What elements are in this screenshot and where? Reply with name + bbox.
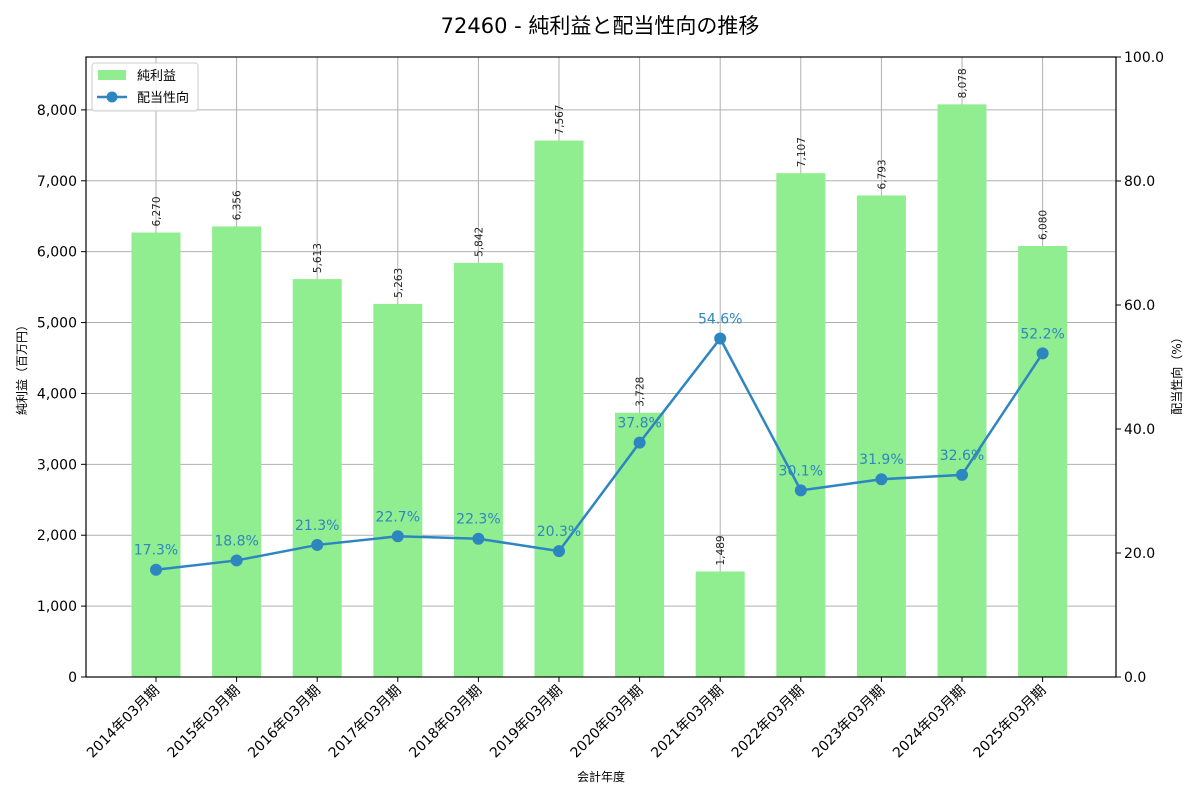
y-tick-label: 0 bbox=[68, 670, 77, 686]
legend-marker-icon bbox=[106, 91, 118, 103]
bar-value-labels: 6,270 6,356 5,613 5,263 5,842 7,567 3,728 1,489… bbox=[151, 68, 1050, 565]
x-tick-label: 2020年03月期 bbox=[568, 683, 647, 762]
bar bbox=[453, 262, 503, 677]
y-tick-label: 2,000 bbox=[37, 528, 77, 544]
right-y-axis: 0.0 20.0 40.0 60.0 80.0 100.0 bbox=[1116, 50, 1164, 686]
y2-tick-label: 40.0 bbox=[1124, 422, 1155, 438]
x-tick-label: 2015年03月期 bbox=[165, 683, 244, 762]
left-y-axis: 0 1,000 2,000 3,000 4,000 5,000 6,000 7,000 8,00… bbox=[37, 103, 86, 686]
line-value-label: 30.1% bbox=[779, 463, 823, 479]
y-tick-label: 6,000 bbox=[37, 245, 77, 261]
y2-tick-label: 20.0 bbox=[1124, 546, 1155, 562]
line-marker bbox=[472, 532, 485, 545]
line-marker bbox=[311, 538, 324, 551]
y2-tick-label: 100.0 bbox=[1124, 50, 1164, 66]
x-tick-label: 2023年03月期 bbox=[809, 683, 888, 762]
x-tick-label: 2024年03月期 bbox=[890, 683, 969, 762]
x-axis-label: 会計年度 bbox=[577, 769, 625, 784]
bar bbox=[695, 571, 745, 677]
line-value-label: 22.7% bbox=[376, 509, 420, 525]
x-tick-label: 2021年03月期 bbox=[648, 683, 727, 762]
line-marker bbox=[633, 436, 646, 449]
line-marker bbox=[230, 554, 243, 567]
bar-value-label: 5,842 bbox=[473, 227, 485, 257]
line-value-label: 18.8% bbox=[214, 533, 258, 549]
line-marker bbox=[150, 563, 162, 576]
y-tick-label: 3,000 bbox=[37, 457, 77, 473]
bar bbox=[937, 104, 987, 677]
line-marker bbox=[714, 332, 727, 345]
x-tick-label: 2017年03月期 bbox=[326, 683, 405, 762]
chart-title: 72460 - 純利益と配当性向の推移 bbox=[441, 14, 760, 38]
bar bbox=[1018, 245, 1068, 678]
line-value-labels: 17.3% 18.8% 21.3% 22.7% 22.3% 20.3% 37.8% 54.6%… bbox=[134, 311, 1065, 558]
y2-tick-label: 0.0 bbox=[1124, 670, 1146, 686]
line-series-payout-ratio bbox=[150, 332, 1049, 576]
bar bbox=[131, 232, 181, 677]
y-tick-label: 4,000 bbox=[37, 386, 77, 402]
y-tick-label: 1,000 bbox=[37, 599, 77, 615]
y2-tick-label: 60.0 bbox=[1124, 298, 1155, 314]
line-value-label: 52.2% bbox=[1020, 326, 1064, 342]
line-value-label: 32.6% bbox=[940, 448, 984, 464]
bar-value-label: 7,567 bbox=[554, 105, 566, 135]
line-marker bbox=[1036, 347, 1049, 360]
line-marker bbox=[553, 545, 565, 558]
legend-bar-label: 純利益 bbox=[137, 69, 176, 84]
bar-value-label: 5,613 bbox=[312, 243, 324, 273]
x-tick-label: 2016年03月期 bbox=[245, 683, 324, 762]
line-value-label: 31.9% bbox=[859, 452, 903, 468]
line-value-label: 21.3% bbox=[295, 518, 339, 534]
bar bbox=[776, 173, 826, 677]
payout-line bbox=[155, 336, 1044, 571]
legend-bar-swatch bbox=[98, 70, 126, 80]
bar bbox=[856, 195, 906, 677]
y-tick-label: 5,000 bbox=[37, 316, 77, 332]
line-value-label: 22.3% bbox=[456, 512, 500, 528]
y-axis-label: 純利益（百万円） bbox=[15, 319, 29, 415]
y2-tick-label: 80.0 bbox=[1124, 174, 1155, 190]
bar-value-label: 1,489 bbox=[715, 535, 727, 565]
bar-value-label: 5,263 bbox=[393, 268, 405, 298]
line-value-label: 54.6% bbox=[698, 311, 742, 327]
bar bbox=[615, 412, 665, 677]
x-tick-label: 2025年03月期 bbox=[971, 683, 1050, 762]
legend: 純利益 配当性向 bbox=[91, 62, 199, 112]
legend-line-label: 配当性向 bbox=[137, 90, 189, 106]
bar-value-label: 6,793 bbox=[876, 159, 888, 189]
line-marker bbox=[391, 530, 404, 543]
bar bbox=[373, 303, 423, 677]
y-tick-label: 7,000 bbox=[37, 174, 77, 190]
line-marker bbox=[956, 468, 968, 481]
line-value-label: 37.8% bbox=[617, 416, 661, 432]
x-tick-label: 2014年03月期 bbox=[84, 683, 163, 762]
x-tick-label: 2022年03月期 bbox=[729, 683, 808, 762]
bar-value-label: 6,080 bbox=[1038, 210, 1050, 240]
bar bbox=[534, 140, 584, 677]
bar bbox=[212, 226, 262, 677]
x-axis: 2014年03月期 2015年03月期 2016年03月期 2017年03月期 2018… bbox=[84, 677, 1049, 761]
x-tick-label: 2019年03月期 bbox=[487, 683, 566, 762]
bar-series-net-income bbox=[131, 104, 1068, 678]
bar-value-label: 8,078 bbox=[957, 68, 969, 98]
line-marker bbox=[794, 484, 807, 497]
plot-frame bbox=[85, 56, 1117, 678]
y-tick-label: 8,000 bbox=[37, 103, 77, 119]
bar-value-label: 3,728 bbox=[635, 377, 647, 407]
x-tick-label: 2018年03月期 bbox=[406, 683, 485, 762]
bar-value-label: 6,270 bbox=[151, 196, 163, 226]
line-value-label: 20.3% bbox=[537, 524, 581, 540]
bar bbox=[292, 279, 342, 677]
bar-value-label: 6,356 bbox=[232, 190, 244, 220]
line-marker bbox=[875, 473, 888, 486]
y2-axis-label: 配当性向（%） bbox=[1169, 331, 1184, 414]
line-value-label: 17.3% bbox=[134, 543, 178, 559]
bar-value-label: 7,107 bbox=[796, 137, 808, 167]
